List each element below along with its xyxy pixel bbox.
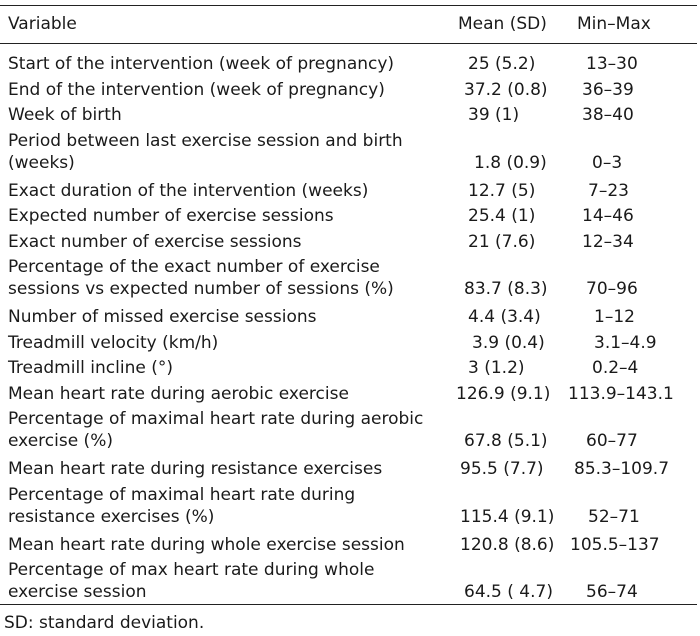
- row-variable-label: Expected number of exercise sessions: [8, 206, 334, 226]
- header-min-max: Min–Max: [577, 14, 651, 34]
- row-variable-label: Week of birth: [8, 105, 122, 125]
- row-mean-sd: 126.9 (9.1): [456, 383, 551, 404]
- row-min-max: 60–77: [586, 431, 638, 451]
- row-mean-sd: 25 (5.2): [468, 54, 536, 74]
- table-bottom-rule: [0, 604, 697, 605]
- row-variable-label: Treadmill velocity (km/h): [8, 332, 219, 353]
- row-min-max: 0–3: [592, 152, 623, 173]
- row-variable-label: Start of the intervention (week of pregn…: [8, 54, 395, 74]
- row-min-max: 3.1–4.9: [594, 332, 657, 353]
- row-variable-label: exercise session: [8, 582, 147, 602]
- header-variable: Variable: [8, 14, 77, 34]
- row-mean-sd: 21 (7.6): [468, 231, 536, 252]
- row-variable-label: Treadmill incline (°): [8, 358, 173, 378]
- row-mean-sd: 4.4 (3.4): [468, 307, 541, 327]
- row-variable-label: sessions vs expected number of sessions …: [8, 279, 394, 299]
- footnote: SD: standard deviation.: [4, 613, 205, 633]
- row-variable-label: Mean heart rate during resistance exerci…: [8, 459, 383, 479]
- row-mean-sd: 37.2 (0.8): [464, 79, 548, 100]
- row-mean-sd: 1.8 (0.9): [474, 152, 547, 173]
- row-variable-label: exercise (%): [8, 431, 113, 451]
- row-min-max: 0.2–4: [592, 358, 639, 378]
- row-mean-sd: 120.8 (8.6): [460, 534, 555, 555]
- row-variable-label: Percentage of max heart rate during whol…: [8, 560, 375, 580]
- row-mean-sd: 39 (1): [468, 105, 520, 125]
- row-min-max: 36–39: [582, 79, 634, 100]
- row-min-max: 113.9–143.1: [568, 383, 674, 404]
- row-variable-label: Percentage of maximal heart rate during …: [8, 409, 424, 429]
- row-min-max: 13–30: [586, 54, 638, 74]
- row-min-max: 85.3–109.7: [574, 459, 670, 479]
- row-mean-sd: 64.5 ( 4.7): [464, 582, 553, 602]
- row-variable-label: Exact number of exercise sessions: [8, 231, 302, 252]
- row-mean-sd: 3 (1.2): [468, 358, 525, 378]
- row-variable-label: Mean heart rate during whole exercise se…: [8, 534, 405, 555]
- row-mean-sd: 67.8 (5.1): [464, 431, 548, 451]
- row-mean-sd: 3.9 (0.4): [472, 332, 545, 353]
- row-min-max: 12–34: [582, 231, 634, 252]
- row-min-max: 1–12: [594, 307, 635, 327]
- row-variable-label: Percentage of maximal heart rate during: [8, 484, 356, 505]
- row-min-max: 52–71: [588, 506, 640, 527]
- row-variable-label: Number of missed exercise sessions: [8, 307, 317, 327]
- row-variable-label: resistance exercises (%): [8, 506, 215, 527]
- row-mean-sd: 12.7 (5): [468, 180, 536, 201]
- row-min-max: 38–40: [582, 105, 634, 125]
- table-top-rule: [0, 5, 697, 6]
- row-min-max: 7–23: [588, 180, 629, 201]
- row-variable-label: Exact duration of the intervention (week…: [8, 180, 369, 201]
- header-mean-sd: Mean (SD): [458, 14, 547, 34]
- row-mean-sd: 25.4 (1): [468, 206, 536, 226]
- row-mean-sd: 115.4 (9.1): [460, 506, 555, 527]
- row-variable-label: Percentage of the exact number of exerci…: [8, 257, 380, 277]
- row-variable-label: End of the intervention (week of pregnan…: [8, 79, 385, 100]
- row-mean-sd: 83.7 (8.3): [464, 279, 548, 299]
- row-variable-label: Period between last exercise session and…: [8, 130, 403, 151]
- row-min-max: 105.5–137: [570, 534, 660, 555]
- row-min-max: 70–96: [586, 279, 638, 299]
- row-min-max: 14–46: [582, 206, 634, 226]
- row-variable-label: (weeks): [8, 152, 75, 173]
- row-variable-label: Mean heart rate during aerobic exercise: [8, 383, 349, 404]
- row-min-max: 56–74: [586, 582, 638, 602]
- row-mean-sd: 95.5 (7.7): [460, 459, 544, 479]
- header-rule: [0, 43, 697, 44]
